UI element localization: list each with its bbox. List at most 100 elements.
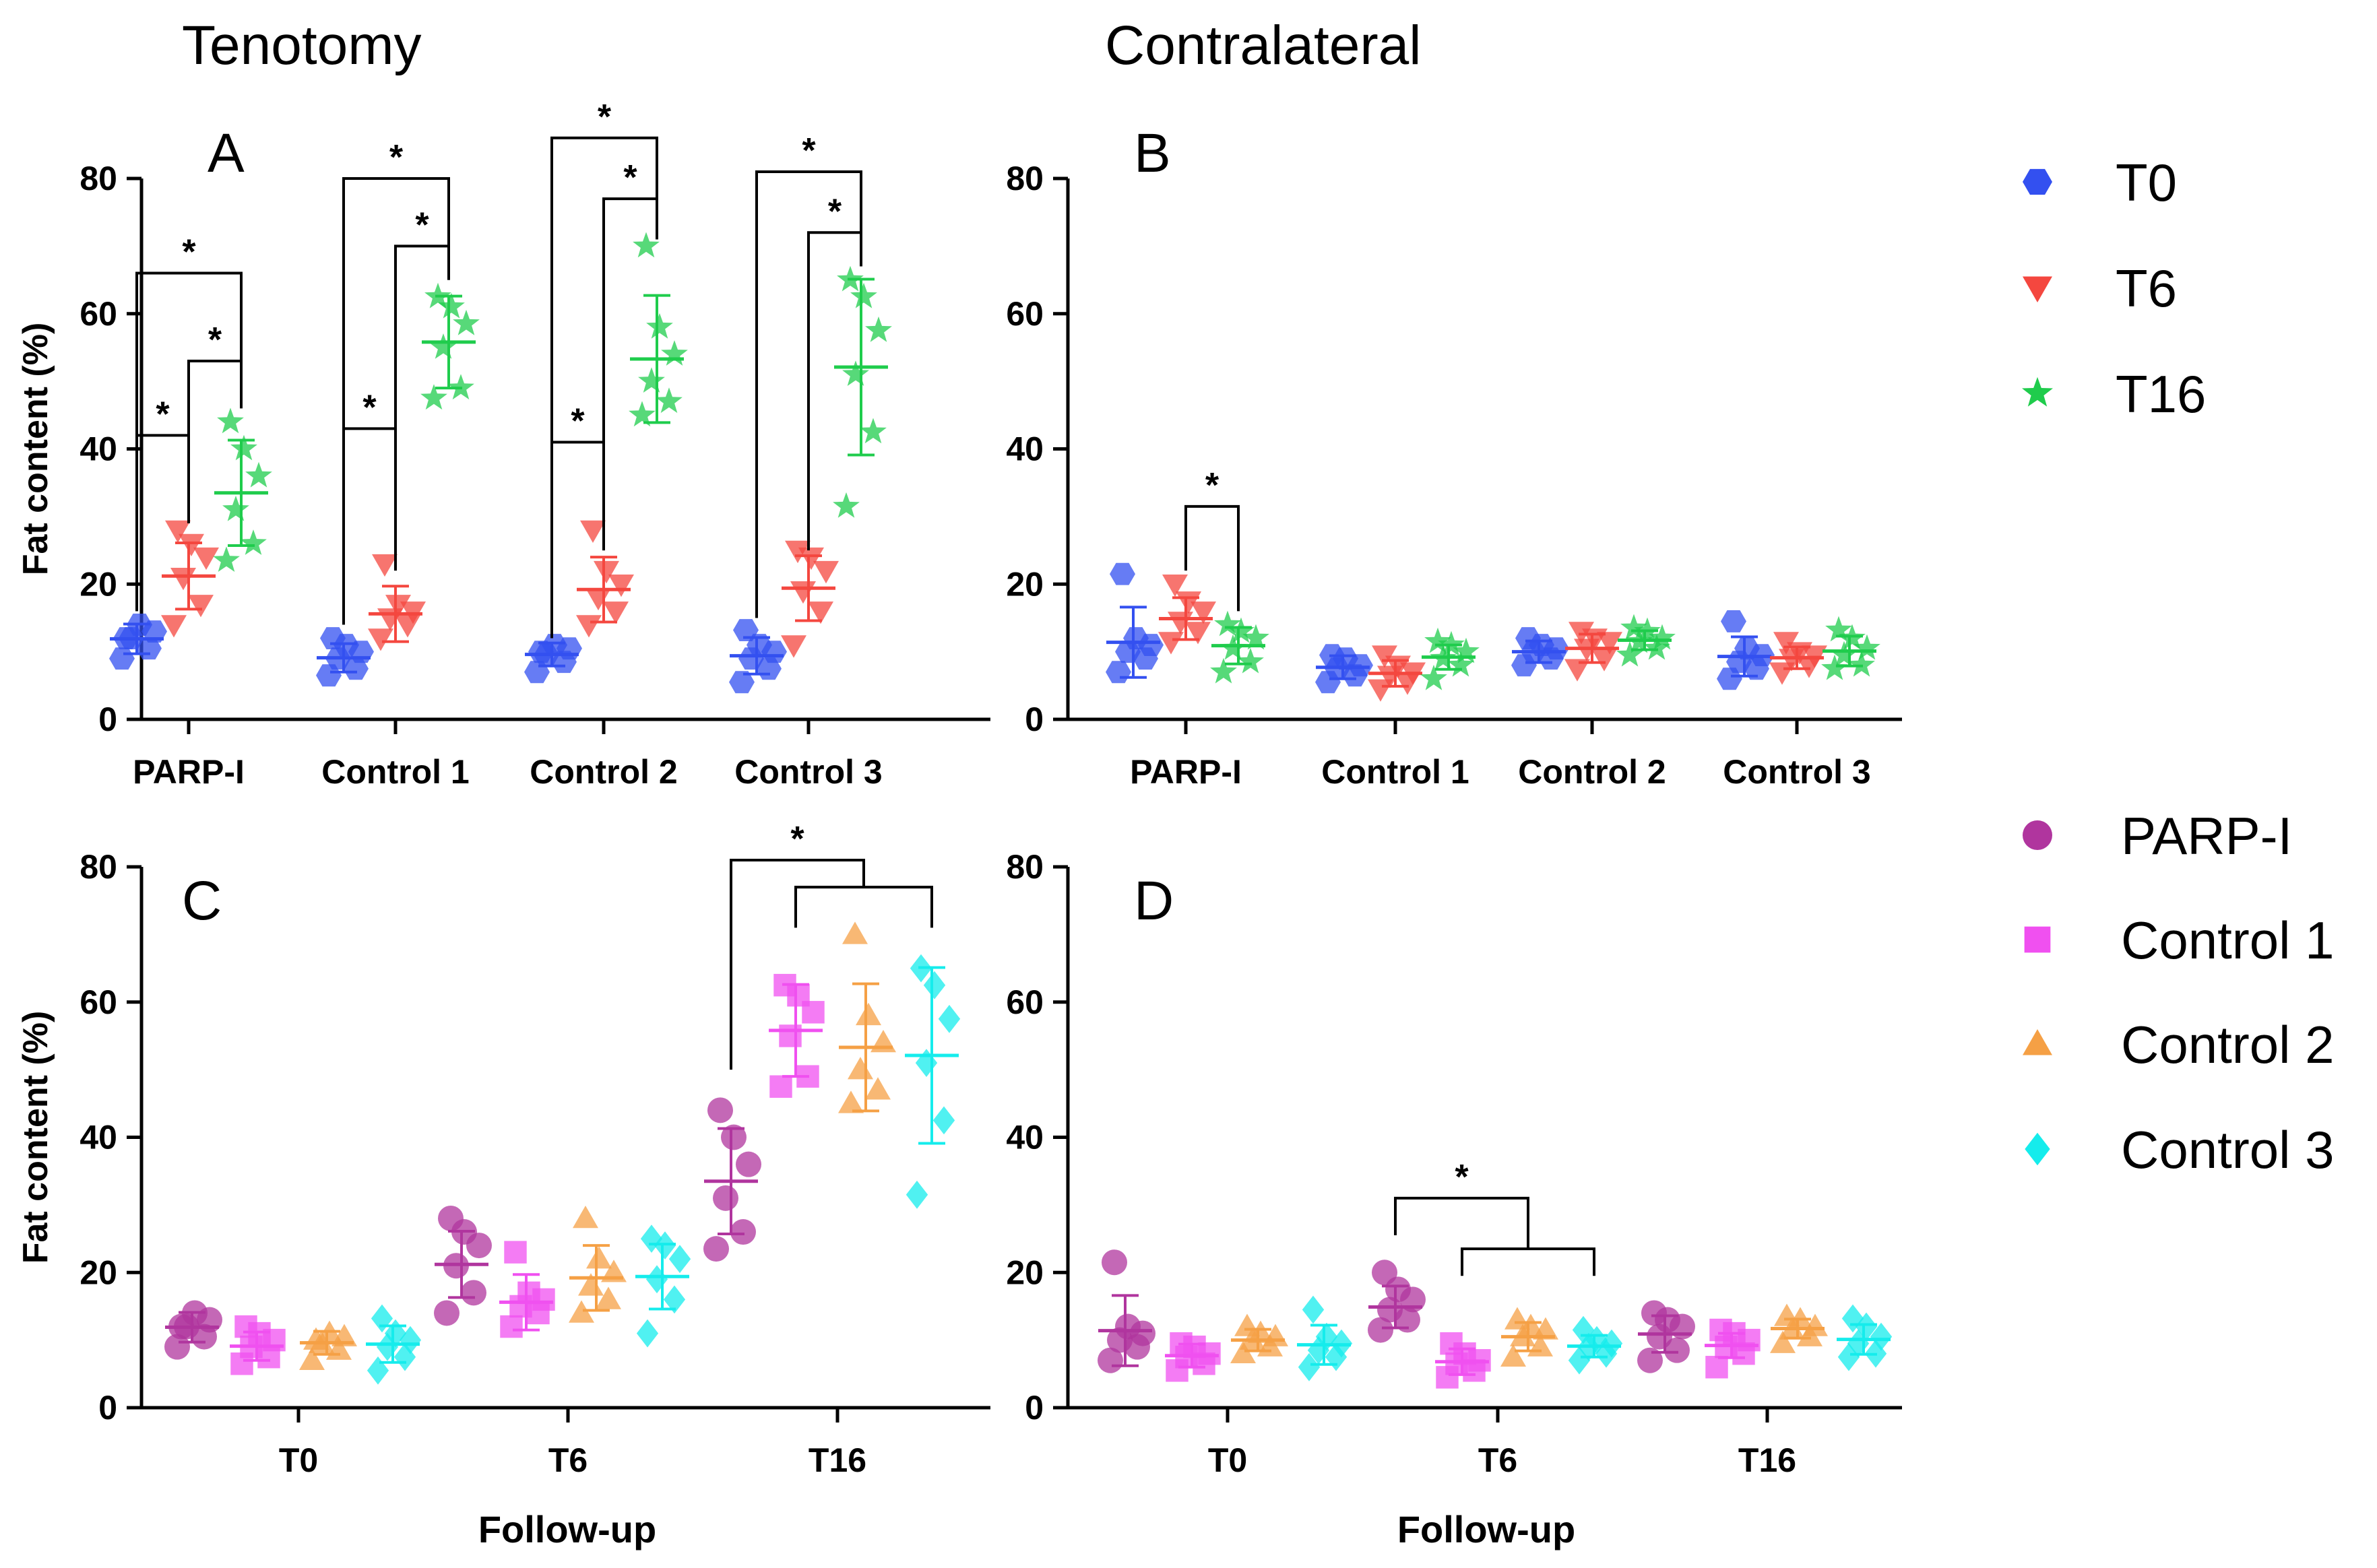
data-point-t6 [594,560,619,584]
x-axis-title: Follow-up [478,1508,656,1550]
heading-contralateral: Contralateral [1105,15,1421,76]
data-point-control-3 [923,971,946,1000]
panel-d: 0 20 40 60 80 T0 T6 T16 D Follow-up * [1006,848,1902,1550]
data-point-control-2 [1802,1313,1828,1336]
data-point-control-3 [1847,1329,1870,1358]
legend-label-t0: T0 [2116,153,2177,212]
data-point-control-3 [1315,1322,1338,1351]
data-point-t16 [633,232,660,258]
data-point-t16 [240,529,267,555]
y-tick-label: 80 [80,848,117,886]
data-point-t16 [1242,624,1269,650]
legend-marker-t0 [2023,168,2052,195]
data-point-t16 [222,495,249,521]
data-point-t6 [603,601,629,624]
y-tick-label: 0 [98,700,117,738]
y-tick-label: 40 [80,1119,117,1156]
data-point-control-3 [1568,1346,1591,1375]
data-point-t16 [850,282,877,308]
data-point-t6 [1564,659,1590,682]
y-tick-label: 40 [80,430,117,468]
data-point-t16 [1237,647,1264,674]
data-point-t16 [453,309,480,335]
data-point-control-2 [596,1286,621,1309]
data-point-control-2 [1518,1313,1544,1336]
data-point-t16 [245,461,272,488]
y-tick-label: 0 [1025,700,1044,738]
data-point-parp-i [707,1097,733,1123]
y-axis-title: Fat content (%) [16,1011,55,1264]
data-point-control-3 [938,1004,961,1033]
data-point-parp-i [713,1185,738,1211]
data-point-t0 [1110,562,1135,585]
data-point-parp-i [438,1205,464,1231]
data-point-parp-i [721,1124,747,1150]
data-point-t16 [1228,617,1255,643]
significance-star: * [828,192,842,231]
data-point-parp-i [164,1334,190,1360]
legend-label-t16: T16 [2116,364,2206,424]
y-tick-label: 60 [1006,983,1044,1021]
x-tick-label: T16 [1738,1441,1796,1479]
y-tick-label: 20 [80,565,117,603]
data-point-control-1 [517,1281,540,1305]
data-point-control-3 [915,1049,938,1077]
data-point-t6 [1185,622,1211,645]
y-tick-label: 20 [1006,565,1044,603]
x-tick-label: T0 [1208,1441,1247,1479]
data-point-control-3 [1841,1304,1864,1333]
data-point-control-3 [399,1326,422,1354]
data-point-t6 [1597,632,1622,655]
y-tick-label: 20 [1006,1253,1044,1291]
data-point-t0 [733,619,759,641]
data-point-t16 [842,360,869,386]
data-point-t16 [1848,651,1875,677]
data-point-control-2 [586,1246,612,1269]
significance-star: * [156,395,170,434]
data-point-control-3 [906,1180,928,1209]
y-tick-label: 80 [1006,160,1044,197]
data-point-t16 [646,313,673,339]
y-tick-label: 0 [98,1389,117,1427]
x-tick-label: Control 3 [734,753,882,791]
x-tick-label: Control 3 [1723,753,1870,791]
legend-marker-control-2 [2023,1029,2052,1055]
legend-label-control-2: Control 2 [2121,1015,2335,1074]
significance-bracket [135,271,243,612]
data-point-control-2 [1770,1330,1796,1353]
data-point-t16 [656,387,683,414]
data-point-t6 [188,595,214,618]
legend-timepoints: T0 T6 T16 [2022,153,2206,424]
x-tick-label: T0 [279,1441,318,1479]
data-point-control-1 [1440,1332,1463,1355]
data-point-control-1 [500,1315,523,1338]
panel-label: D [1134,870,1174,932]
data-point-t16 [430,333,457,359]
data-point-t6 [1158,632,1184,655]
significance-star: * [571,401,585,440]
legend-groups: PARP-I Control 1 Control 2 Control 3 [2023,806,2335,1179]
data-point-t16 [1453,637,1480,663]
data-point-t6 [170,568,196,591]
data-point-control-2 [842,921,868,944]
data-point-t16 [213,546,240,572]
data-point-t0 [1717,667,1742,690]
data-point-control-2 [299,1347,325,1370]
x-tick-label: Control 1 [1321,753,1469,791]
data-point-control-3 [932,1106,955,1135]
panel-label: A [208,123,245,184]
data-point-parp-i [730,1219,756,1245]
y-tick-label: 0 [1025,1389,1044,1427]
data-point-control-3 [645,1265,668,1294]
data-point-control-1 [234,1315,257,1338]
significance-bracket [1184,504,1240,612]
data-point-control-3 [1595,1339,1618,1368]
data-point-t16 [1620,614,1647,640]
data-point-control-3 [654,1231,676,1260]
data-point-parp-i [1637,1347,1663,1373]
significance-star: * [362,388,377,427]
x-axis-title: Follow-up [1397,1508,1575,1550]
significance-star: * [389,138,404,177]
data-point-t6 [798,547,824,570]
data-point-t16 [1420,664,1447,690]
